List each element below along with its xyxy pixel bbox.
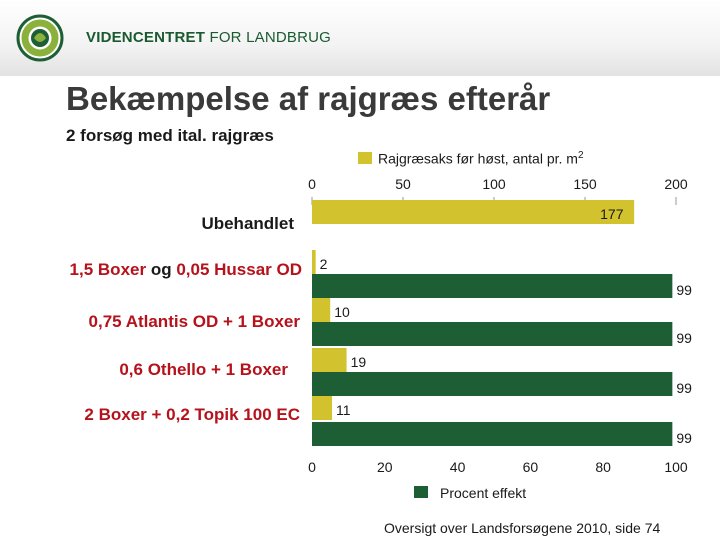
- page-subtitle: 2 forsøg med ital. rajgræs: [66, 126, 274, 145]
- category-label-part: og: [146, 260, 177, 279]
- top-axis-tick-label: 50: [395, 176, 411, 192]
- category-label: 0,6 Othello + 1 Boxer: [119, 360, 288, 379]
- bar-rajgraes: [312, 396, 333, 420]
- data-label-rajgraes: 177: [600, 206, 624, 222]
- data-label-rajgraes: 19: [350, 354, 367, 370]
- bar-rajgraes: [312, 200, 635, 224]
- bottom-axis-tick-label: 100: [664, 459, 688, 475]
- legend-bottom-label: Procent effekt: [440, 485, 527, 501]
- bar-rajgraes: [312, 250, 316, 274]
- data-label-procent-effekt: 99: [676, 282, 692, 298]
- data-label-rajgraes: 10: [334, 304, 350, 320]
- bottom-axis-tick-label: 80: [595, 459, 611, 475]
- category-label-part: 1,5 Boxer: [69, 260, 147, 279]
- category-label: 2 Boxer + 0,2 Topik 100 EC: [84, 405, 300, 424]
- legend-top-text: Rajgræsaks før høst, antal pr. m: [378, 150, 578, 167]
- bottom-axis-tick-label: 20: [377, 459, 393, 475]
- source-footer: Oversigt over Landsforsøgene 2010, side …: [384, 520, 661, 536]
- top-axis-tick-label: 200: [664, 176, 688, 192]
- bottom-axis-tick-label: 60: [522, 459, 539, 475]
- category-label: 1,5 Boxer og 0,05 Hussar OD: [70, 260, 302, 280]
- bottom-axis-tick-label: 0: [308, 459, 316, 475]
- legend-top-swatch: [358, 152, 372, 164]
- top-axis-tick-label: 0: [308, 176, 316, 192]
- bar-procent-effekt: [312, 274, 673, 298]
- bar-procent-effekt: [312, 322, 673, 346]
- brand-name: VIDENCENTRET FOR LANDBRUG: [86, 29, 331, 46]
- category-label-part: 0,05 Hussar OD: [176, 260, 302, 279]
- data-label-procent-effekt: 99: [676, 380, 692, 396]
- category-label: 0,75 Atlantis OD + 1 Boxer: [88, 312, 300, 331]
- bar-rajgraes: [312, 298, 331, 322]
- legend-top-label: Rajgræsaks før høst, antal pr. m2: [378, 150, 584, 167]
- bottom-axis-tick-label: 40: [449, 459, 466, 475]
- data-label-rajgraes: 11: [336, 402, 351, 418]
- bar-procent-effekt: [312, 422, 673, 446]
- header-band: [0, 0, 720, 76]
- brand-bold: VIDENCENTRET: [86, 29, 206, 46]
- bar-procent-effekt: [312, 372, 673, 396]
- brand-logo-icon: [16, 14, 64, 62]
- data-label-rajgraes: 2: [319, 256, 328, 272]
- category-label: Ubehandlet: [201, 214, 294, 233]
- brand-light: FOR LANDBRUG: [209, 29, 332, 46]
- top-axis-tick-label: 150: [573, 176, 597, 192]
- legend-top-sup: 2: [577, 150, 584, 161]
- legend-bottom-swatch: [414, 486, 428, 498]
- bar-rajgraes: [312, 348, 347, 372]
- top-axis-tick-label: 100: [482, 176, 506, 192]
- data-label-procent-effekt: 99: [676, 330, 692, 346]
- data-label-procent-effekt: 99: [676, 430, 692, 446]
- page-title: Bekæmpelse af rajgræs efterår: [66, 80, 551, 117]
